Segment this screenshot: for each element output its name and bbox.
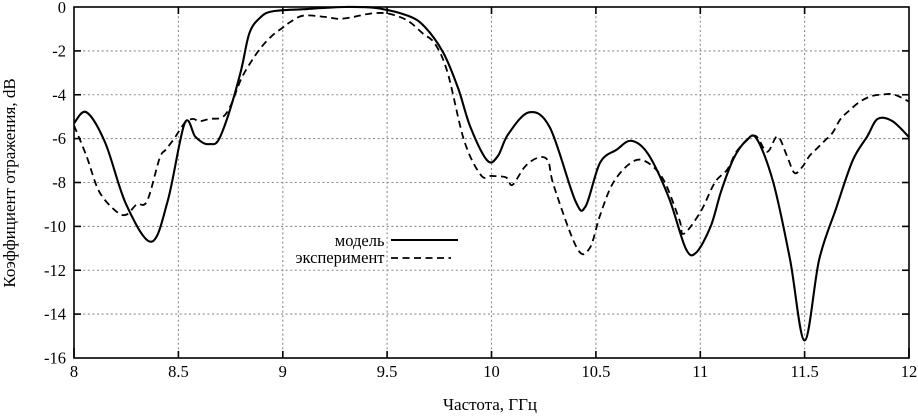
svg-text:12: 12 — [901, 362, 918, 381]
svg-text:8.5: 8.5 — [168, 362, 189, 381]
svg-text:-6: -6 — [52, 129, 66, 148]
svg-text:10: 10 — [483, 362, 500, 381]
svg-text:11: 11 — [692, 362, 708, 381]
svg-text:-8: -8 — [52, 173, 66, 192]
svg-text:-4: -4 — [52, 85, 66, 104]
svg-text:-16: -16 — [44, 349, 66, 368]
svg-text:-12: -12 — [44, 261, 66, 280]
svg-text:9.5: 9.5 — [377, 362, 398, 381]
svg-text:-14: -14 — [44, 305, 66, 324]
svg-text:9: 9 — [279, 362, 287, 381]
svg-text:11.5: 11.5 — [790, 362, 818, 381]
svg-text:-2: -2 — [52, 42, 66, 61]
svg-text:-10: -10 — [44, 217, 66, 236]
svg-text:Частота, ГГц: Частота, ГГц — [443, 395, 537, 414]
svg-text:Коэффициент отражения, dB: Коэффициент отражения, dB — [0, 78, 19, 287]
svg-text:эксперимент: эксперимент — [295, 248, 384, 267]
svg-text:10.5: 10.5 — [581, 362, 610, 381]
svg-text:8: 8 — [70, 362, 78, 381]
svg-text:0: 0 — [58, 0, 66, 17]
